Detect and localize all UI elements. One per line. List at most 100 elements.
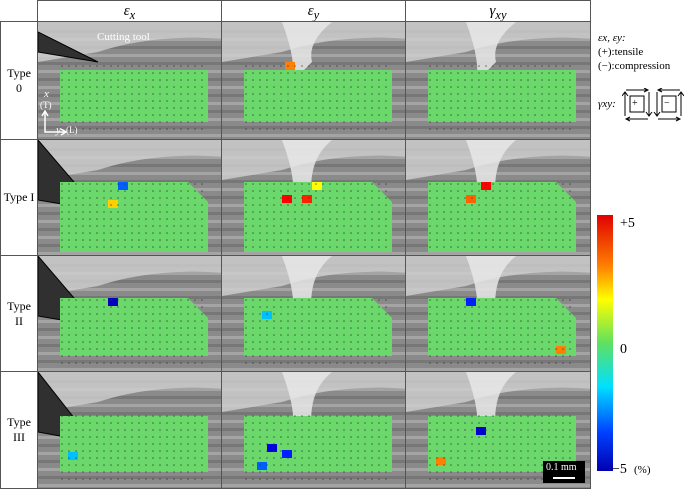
image-detail (534, 232, 536, 234)
image-detail (145, 232, 147, 234)
image-detail (471, 100, 473, 102)
image-detail (569, 72, 571, 74)
image-detail (378, 415, 380, 417)
image-detail (294, 306, 296, 308)
image-detail (464, 320, 466, 322)
image-detail (194, 422, 196, 424)
image-detail (201, 183, 203, 185)
image-detail (569, 239, 571, 241)
image-detail (280, 107, 282, 109)
image-detail (506, 348, 508, 350)
image-detail (485, 211, 487, 213)
image-detail (429, 299, 431, 301)
image-detail (245, 478, 247, 480)
image-detail (520, 422, 522, 424)
image-detail (357, 478, 359, 480)
image-detail (82, 415, 84, 417)
image-detail (406, 368, 590, 371)
image-detail (287, 114, 289, 116)
image-detail (471, 341, 473, 343)
image-detail (173, 422, 175, 424)
image-detail (534, 471, 536, 473)
image-detail (287, 327, 289, 329)
image-detail (322, 415, 324, 417)
image-detail (443, 443, 445, 445)
image-detail (329, 362, 331, 364)
image-detail (371, 436, 373, 438)
image-detail (457, 429, 459, 431)
image-detail (457, 436, 459, 438)
image-detail (103, 464, 105, 466)
image-detail (329, 211, 331, 213)
image-detail (273, 204, 275, 206)
image-detail (471, 128, 473, 130)
image-detail (138, 114, 140, 116)
image-detail (145, 72, 147, 74)
image-detail (138, 306, 140, 308)
image-detail (166, 457, 168, 459)
image-detail (38, 396, 221, 399)
image-detail (117, 450, 119, 452)
image-detail (89, 100, 91, 102)
image-detail (478, 320, 480, 322)
image-detail (315, 464, 317, 466)
image-detail (520, 355, 522, 357)
image-detail (350, 218, 352, 220)
image-detail (527, 429, 529, 431)
image-detail (287, 100, 289, 102)
image-detail (478, 218, 480, 220)
image-detail (485, 429, 487, 431)
image-detail (89, 114, 91, 116)
image-detail (166, 232, 168, 234)
image-detail (89, 72, 91, 74)
image-detail (187, 327, 189, 329)
image-detail (103, 218, 105, 220)
image-detail (343, 348, 345, 350)
image-detail (471, 204, 473, 206)
image-detail (471, 429, 473, 431)
image-detail (429, 313, 431, 315)
row-label: Type 0 (0, 21, 38, 140)
image-detail (520, 306, 522, 308)
image-detail (343, 65, 345, 67)
image-detail (385, 225, 387, 227)
image-detail (371, 478, 373, 480)
image-detail (61, 341, 63, 343)
image-detail (450, 225, 452, 227)
image-detail (478, 355, 480, 357)
image-detail (61, 327, 63, 329)
legend-text: (+):tensile (598, 46, 644, 58)
image-detail (315, 128, 317, 130)
image-detail (294, 464, 296, 466)
image-detail (569, 306, 571, 308)
image-detail (371, 239, 373, 241)
image-detail (201, 327, 203, 329)
image-detail (322, 121, 324, 123)
image-detail (301, 65, 303, 67)
image-detail (131, 450, 133, 452)
image-detail (541, 114, 543, 116)
image-detail (280, 341, 282, 343)
image-detail (562, 183, 564, 185)
image-detail (464, 457, 466, 459)
image-detail (506, 450, 508, 452)
image-detail (194, 320, 196, 322)
image-detail (478, 471, 480, 473)
image-detail (364, 107, 366, 109)
image-detail (75, 183, 77, 185)
image-detail (308, 197, 310, 199)
image-detail (450, 306, 452, 308)
image-detail (315, 320, 317, 322)
image-detail (280, 225, 282, 227)
image-detail (187, 362, 189, 364)
image-detail (252, 225, 254, 227)
image-detail (485, 107, 487, 109)
image-detail (159, 225, 161, 227)
image-detail (180, 100, 182, 102)
tool-label: Cutting tool (97, 31, 150, 43)
image-detail (252, 320, 254, 322)
image-detail (110, 362, 112, 364)
image-detail (117, 204, 119, 206)
image-detail (506, 313, 508, 315)
image-detail (266, 327, 268, 329)
